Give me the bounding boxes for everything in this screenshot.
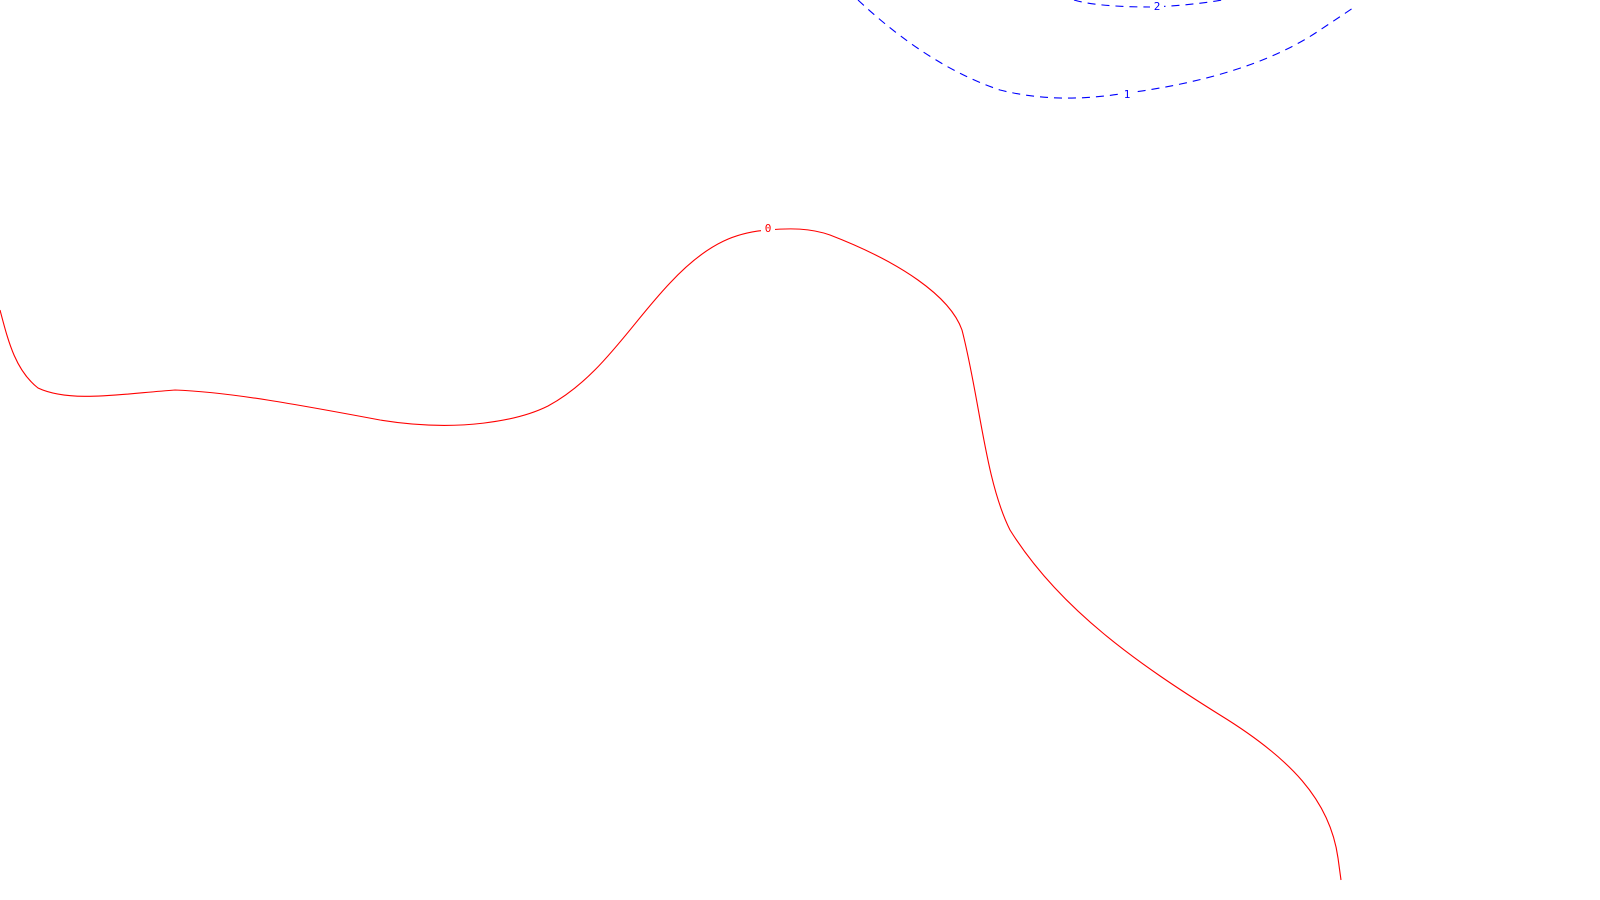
contour-line-0 bbox=[0, 228, 1342, 881]
contour-line-1 bbox=[857, 0, 1357, 99]
contour-line-2 bbox=[1073, 0, 1223, 8]
contour-label-1: 1 bbox=[1124, 88, 1131, 101]
contour-label-bg-1 bbox=[1120, 88, 1134, 100]
contour-label-2: 2 bbox=[1154, 0, 1161, 13]
contour-label-0: 0 bbox=[765, 222, 772, 235]
contour-label-bg-2 bbox=[1150, 0, 1164, 12]
contour-label-bg-0 bbox=[761, 222, 775, 234]
